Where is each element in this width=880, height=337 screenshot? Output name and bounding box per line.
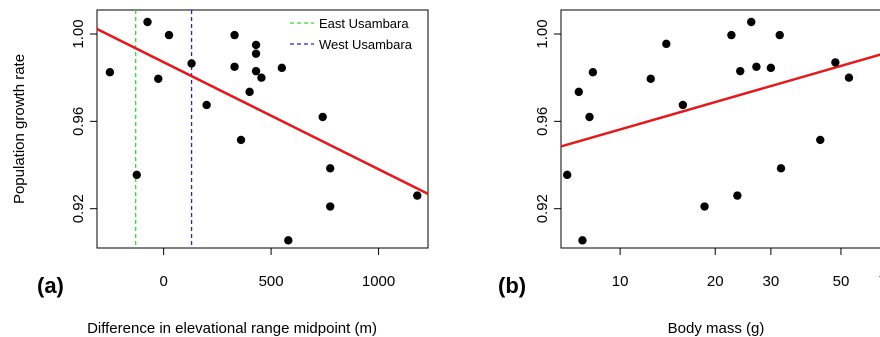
panel-a-data-point: [230, 30, 239, 40]
panel-b-data-point: [662, 39, 671, 49]
panel-a-data-point: [277, 63, 287, 73]
panel-b-fit-line: [560, 53, 880, 148]
panel-a-data-point: [318, 112, 327, 122]
panel-b-data-point: [727, 30, 736, 40]
legend-west-label: West Usambara: [319, 37, 413, 52]
panel-b-data-point: [578, 236, 587, 245]
panel-a-data-point: [187, 59, 196, 68]
panel-a-data-point: [164, 30, 174, 40]
panel-b-data-point: [766, 63, 776, 73]
panel-b-x-tick-label: 70: [879, 273, 880, 290]
panel-b-data-point: [585, 112, 594, 122]
panel-b-axes: 10 20 30 50 70 0.92 0.96 1.00: [534, 19, 880, 290]
panel-a-y-tick-label: 0.92: [70, 194, 87, 223]
panel-a-x-axis-label: Difference in elevational range midpoint…: [87, 320, 377, 337]
panel-b-x-tick-label: 20: [707, 273, 724, 290]
panel-b-y-tick-label: 0.96: [534, 107, 551, 136]
panel-b-x-tick-label: 50: [833, 273, 850, 290]
panel-a-data-point: [202, 100, 211, 110]
panel-a-legend: East Usambara West Usambara: [290, 16, 413, 52]
panel-b-data-point: [831, 58, 840, 67]
panel-b-label: (b): [498, 273, 526, 298]
panel-b-data-point: [752, 62, 761, 71]
panel-b-data-point: [736, 66, 745, 76]
panel-a-data-point: [251, 40, 261, 50]
panel-b-x-tick-label: 10: [612, 273, 629, 290]
panel-b-marks: [560, 17, 880, 245]
panel-a-data-point: [326, 164, 335, 173]
panel-a-x-tick-label: 1000: [362, 273, 395, 290]
panel-b-data-point: [574, 87, 583, 97]
panel-a-data-point: [251, 49, 261, 58]
panel-a-y-tick-label: 1.00: [70, 19, 87, 48]
panel-b-data-point: [588, 68, 598, 77]
panel-a-data-point: [143, 17, 152, 27]
panel-b-data-point: [562, 170, 572, 180]
panel-a-fit-line: [96, 27, 429, 195]
panel-a-data-point: [230, 62, 239, 71]
panel-b-data-point: [816, 135, 825, 145]
panel-a-data-point: [284, 236, 293, 245]
panel-b: 10 20 30 50 70 0.92 0.96 1.00 (b) Body mass (g): [498, 9, 880, 337]
panel-a-label: (a): [37, 273, 64, 298]
panel-b-x-tick-label: 30: [763, 273, 780, 290]
panel-a-x-tick-label: 0: [159, 273, 167, 290]
panel-b-data-point: [775, 30, 784, 40]
panel-b-data-point: [747, 17, 756, 27]
panel-a-marks: [96, 10, 429, 248]
panel-a-data-point: [132, 170, 141, 180]
panel-a: 0 500 1000 0.92 0.96 1.00 East Usambara West …: [11, 9, 429, 337]
panel-b-plot-frame: [560, 9, 880, 249]
panel-a-data-point: [105, 68, 115, 77]
panel-b-y-tick-label: 1.00: [534, 19, 551, 48]
panel-b-data-point: [733, 191, 742, 200]
panel-a-data-point: [257, 73, 266, 82]
panel-a-data-point: [154, 74, 163, 83]
panel-b-data-point: [678, 100, 688, 110]
panel-a-data-point: [236, 135, 246, 145]
panel-a-data-point: [326, 202, 335, 211]
panel-a-y-axis-label: Population growth rate: [11, 54, 28, 204]
panel-b-data-point: [776, 164, 786, 173]
panel-b-x-axis-label: Body mass (g): [668, 320, 765, 337]
panel-a-data-point: [413, 191, 422, 200]
panel-b-data-point: [844, 73, 854, 82]
panel-a-plot-frame: [96, 9, 429, 249]
panel-b-data-point: [700, 202, 709, 211]
panel-a-data-point: [245, 87, 254, 97]
panel-a-axes: 0 500 1000 0.92 0.96 1.00: [70, 19, 395, 290]
panel-a-y-tick-label: 0.96: [70, 107, 87, 136]
legend-east-label: East Usambara: [319, 16, 409, 31]
panel-b-y-tick-label: 0.92: [534, 194, 551, 223]
panel-a-data-point: [251, 66, 261, 76]
panel-a-x-tick-label: 500: [259, 273, 284, 290]
panel-b-data-point: [646, 74, 655, 83]
